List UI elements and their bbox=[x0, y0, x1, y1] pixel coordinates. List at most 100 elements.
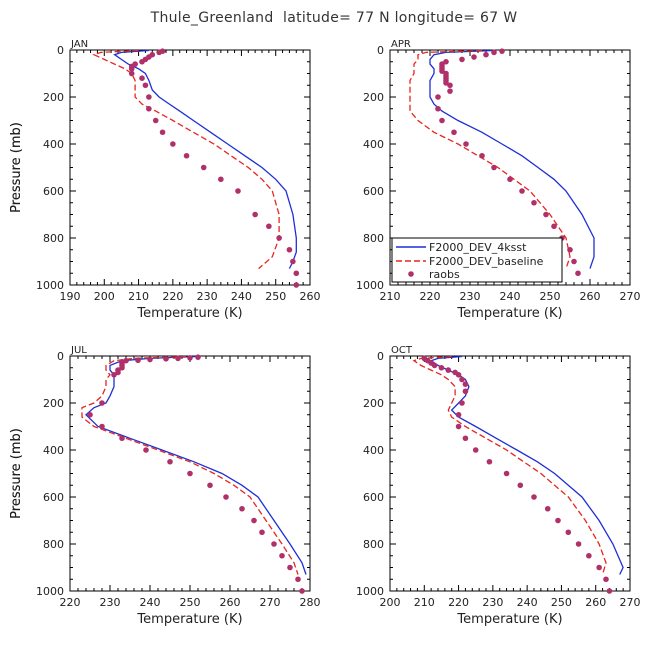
raobs-point bbox=[565, 529, 572, 536]
raobs-point bbox=[111, 372, 117, 378]
y-axis-label: Pressure (mb) bbox=[9, 122, 24, 213]
raobs-point bbox=[462, 435, 469, 442]
series-4ksst-line bbox=[429, 355, 624, 575]
raobs-point bbox=[462, 388, 469, 395]
raobs-point bbox=[287, 564, 293, 571]
raobs-point bbox=[195, 354, 201, 360]
y-tick-label: 200 bbox=[363, 91, 384, 104]
raobs-point bbox=[455, 411, 462, 418]
raobs-point bbox=[555, 517, 561, 524]
panel-apr: 210 220 230 240 250 260 270 0 200 400 600 800 1000 Te… bbox=[9, 39, 641, 321]
panel-jul: 220 230 240 250 260 270 280 0 200 400 600 800 1000 Te… bbox=[9, 345, 321, 627]
raobs-point bbox=[146, 105, 152, 112]
x-tick-label: 200 bbox=[380, 596, 401, 609]
series-baseline-line bbox=[409, 49, 571, 269]
raobs-point bbox=[459, 376, 465, 383]
raobs-point bbox=[128, 70, 135, 77]
x-tick-label: 280 bbox=[300, 596, 321, 609]
raobs-point bbox=[293, 270, 300, 277]
raobs-point bbox=[200, 164, 207, 171]
x-tick-label: 230 bbox=[460, 290, 481, 303]
raobs-point bbox=[507, 176, 513, 183]
raobs-point bbox=[139, 58, 145, 65]
raobs-point bbox=[438, 364, 445, 371]
raobs-point bbox=[119, 435, 125, 442]
raobs-point bbox=[462, 381, 469, 388]
series-raobs bbox=[435, 48, 581, 277]
raobs-point bbox=[486, 458, 493, 465]
panel-oct: 200 210 220 230 240 250 260 270 0 200 400 600 800 100… bbox=[9, 345, 641, 627]
x-tick-label: 270 bbox=[620, 596, 641, 609]
y-tick-label: 600 bbox=[363, 185, 384, 198]
x-tick-label: 260 bbox=[585, 596, 606, 609]
series-raobs bbox=[87, 354, 305, 594]
x-tick-label: 210 bbox=[414, 596, 435, 609]
raobs-point bbox=[175, 355, 181, 362]
raobs-point bbox=[586, 552, 592, 559]
panel-month-label: JUL bbox=[70, 345, 87, 356]
y-tick-label: 0 bbox=[377, 44, 384, 57]
raobs-point bbox=[223, 494, 229, 500]
x-tick-label: 260 bbox=[300, 290, 321, 303]
series-baseline-line bbox=[92, 49, 280, 270]
raobs-point bbox=[459, 56, 465, 63]
x-tick-label: 220 bbox=[162, 290, 183, 303]
x-tick-label: 250 bbox=[265, 290, 286, 303]
raobs-point bbox=[259, 529, 265, 536]
y-axis-label: Pressure (mb) bbox=[9, 122, 24, 213]
y-tick-label: 200 bbox=[43, 397, 64, 410]
raobs-point bbox=[519, 188, 525, 194]
y-tick-label: 600 bbox=[43, 491, 64, 504]
raobs-point bbox=[276, 235, 282, 241]
panels-group: 190 200 210 220 230 240 250 260 0 200 400 600 800 100… bbox=[9, 39, 641, 627]
raobs-point bbox=[163, 356, 169, 362]
raobs-point bbox=[544, 505, 551, 512]
raobs-point bbox=[479, 152, 485, 159]
x-tick-label: 240 bbox=[517, 596, 538, 609]
raobs-point bbox=[147, 356, 153, 363]
raobs-point bbox=[271, 541, 277, 547]
raobs-point bbox=[575, 270, 581, 277]
raobs-point bbox=[286, 246, 293, 253]
x-tick-label: 200 bbox=[94, 290, 115, 303]
plot-frame bbox=[389, 355, 631, 592]
raobs-point bbox=[603, 576, 609, 583]
raobs-point bbox=[251, 517, 257, 524]
legend-marker-raobs bbox=[408, 271, 414, 277]
x-tick-label: 240 bbox=[231, 290, 252, 303]
raobs-point bbox=[447, 88, 453, 94]
raobs-point bbox=[447, 82, 453, 89]
raobs-point bbox=[99, 400, 105, 406]
x-tick-label: 220 bbox=[60, 596, 81, 609]
x-tick-label: 270 bbox=[620, 290, 641, 303]
y-tick-label: 0 bbox=[377, 350, 384, 363]
y-tick-label: 400 bbox=[43, 138, 64, 151]
raobs-point bbox=[596, 564, 602, 571]
figure-title: Thule_Greenland latitude= 77 N longitude… bbox=[150, 10, 518, 26]
raobs-point bbox=[187, 355, 193, 361]
raobs-point bbox=[472, 447, 479, 453]
raobs-point bbox=[135, 357, 141, 364]
raobs-point bbox=[571, 258, 577, 265]
raobs-point bbox=[279, 552, 285, 559]
x-tick-label: 260 bbox=[580, 290, 601, 303]
y-tick-label: 1000 bbox=[356, 585, 384, 598]
y-tick-label: 400 bbox=[43, 444, 64, 457]
raobs-point bbox=[99, 423, 105, 430]
raobs-point bbox=[445, 367, 452, 373]
y-tick-label: 800 bbox=[43, 538, 64, 551]
raobs-point bbox=[459, 400, 465, 406]
raobs-point bbox=[235, 188, 241, 194]
x-tick-label: 240 bbox=[500, 290, 521, 303]
plot-frame bbox=[69, 49, 311, 286]
x-tick-label: 220 bbox=[448, 596, 469, 609]
raobs-point bbox=[139, 75, 145, 81]
raobs-point bbox=[207, 482, 213, 489]
raobs-point bbox=[491, 49, 497, 56]
y-tick-label: 800 bbox=[363, 538, 384, 551]
y-tick-label: 800 bbox=[363, 232, 384, 245]
x-tick-label: 270 bbox=[260, 596, 281, 609]
raobs-point bbox=[435, 94, 441, 100]
